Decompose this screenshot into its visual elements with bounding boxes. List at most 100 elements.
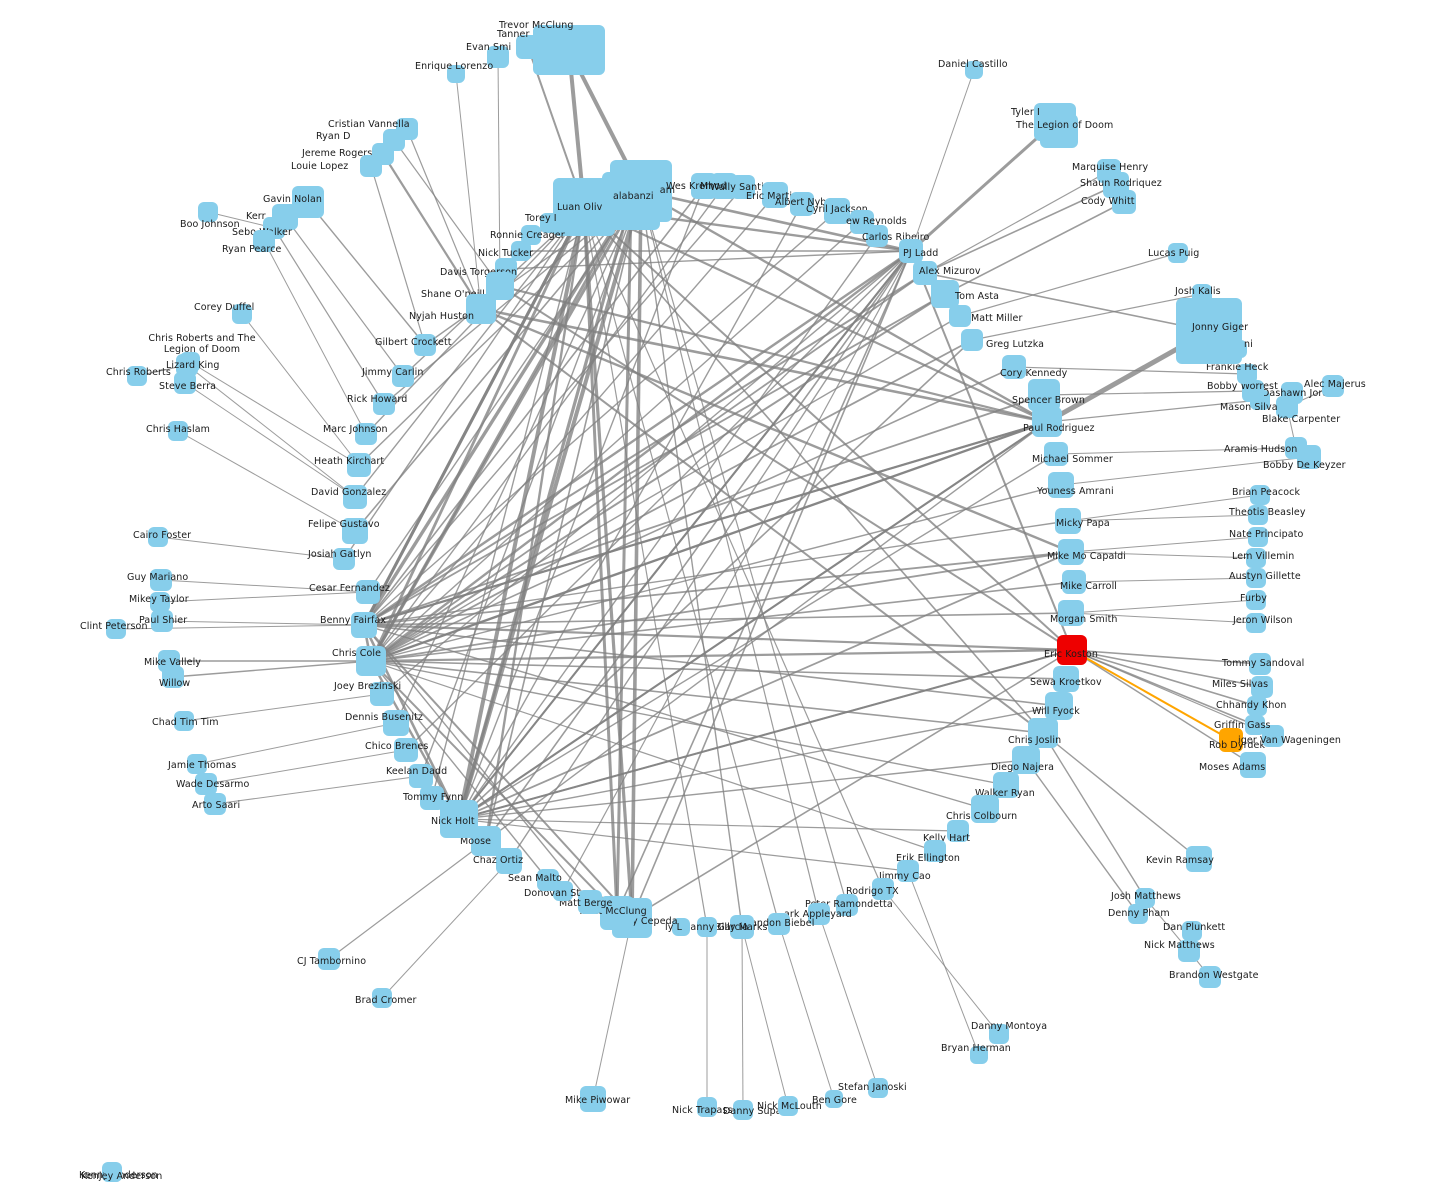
graph-node-legion-of-doom[interactable] bbox=[1040, 114, 1078, 148]
graph-node-chad-tim-tim[interactable] bbox=[174, 711, 194, 731]
graph-node-wally-santiago[interactable] bbox=[731, 175, 755, 199]
graph-node-evan-smith[interactable] bbox=[487, 46, 509, 68]
graph-node-pj-ladd[interactable] bbox=[899, 239, 923, 263]
graph-node-furby[interactable] bbox=[1246, 590, 1266, 610]
graph-node-dennis-busenitz[interactable] bbox=[383, 710, 409, 736]
graph-node-chhandy-khon[interactable] bbox=[1247, 696, 1267, 716]
graph-node-paul-rodriguez[interactable] bbox=[1032, 407, 1062, 437]
graph-node-willow[interactable] bbox=[162, 666, 184, 688]
graph-node-ryan-pearce[interactable] bbox=[253, 230, 275, 252]
graph-node-kenjey-anderson[interactable] bbox=[104, 1164, 122, 1182]
graph-node-aramis-hudson[interactable] bbox=[1285, 437, 1307, 459]
graph-node-mike-mo-capaldi[interactable] bbox=[1058, 539, 1084, 565]
graph-node-ronnie-creager[interactable] bbox=[521, 225, 541, 245]
graph-node-chris-joslin[interactable] bbox=[1028, 718, 1058, 748]
graph-node-spencer-brown[interactable] bbox=[1028, 379, 1060, 411]
graph-node-denny-pham[interactable] bbox=[1128, 904, 1148, 924]
graph-node-tanner[interactable] bbox=[516, 35, 540, 59]
graph-node-steve-berra[interactable] bbox=[174, 372, 196, 394]
graph-node-ben-gore[interactable] bbox=[825, 1090, 843, 1108]
graph-node-peter-ramondetta[interactable] bbox=[836, 894, 858, 916]
graph-node-torey[interactable] bbox=[540, 213, 560, 233]
graph-node-brandon-biebel[interactable] bbox=[768, 913, 790, 935]
graph-node-lizard-king[interactable] bbox=[176, 354, 198, 376]
graph-node-chico-brenes[interactable] bbox=[394, 738, 418, 762]
graph-node-austyn-gillette[interactable] bbox=[1246, 568, 1266, 588]
graph-node-nick-holt[interactable] bbox=[440, 800, 478, 838]
graph-node-dan-plunkett[interactable] bbox=[1182, 921, 1202, 941]
graph-node-danny-supa[interactable] bbox=[733, 1100, 753, 1120]
graph-node-miles-silvas[interactable] bbox=[1251, 676, 1273, 698]
graph-node-felipe-gustavo[interactable] bbox=[342, 518, 368, 544]
graph-node-cj-tambornino[interactable] bbox=[318, 948, 340, 970]
graph-node-greg-lutzka[interactable] bbox=[961, 329, 983, 351]
graph-node-bryan-herman[interactable] bbox=[970, 1046, 988, 1064]
graph-node-mark-appleyard[interactable] bbox=[808, 903, 830, 925]
graph-node-trevor-mcclung[interactable] bbox=[533, 25, 605, 75]
graph-node-chris-roberts[interactable] bbox=[127, 366, 147, 386]
graph-node-paul-shier[interactable] bbox=[151, 610, 173, 632]
graph-node-bobby-worrest[interactable] bbox=[1242, 380, 1264, 402]
graph-node-heath-kirchart[interactable] bbox=[347, 453, 371, 477]
graph-node-nate-principato[interactable] bbox=[1248, 527, 1268, 547]
graph-node-michael-sommer[interactable] bbox=[1044, 442, 1068, 466]
graph-node-chris-haslam[interactable] bbox=[168, 421, 188, 441]
graph-node-brian-peacock[interactable] bbox=[1250, 485, 1270, 505]
graph-node-lucas-puig[interactable] bbox=[1168, 243, 1188, 263]
graph-node-sewa-kroetkov[interactable] bbox=[1053, 666, 1079, 692]
graph-node-dashawn-jordan[interactable] bbox=[1281, 382, 1303, 404]
graph-node-mike-piwowar[interactable] bbox=[580, 1086, 606, 1112]
graph-node-cody-whitt[interactable] bbox=[1112, 190, 1136, 214]
graph-node-jeron-wilson[interactable] bbox=[1246, 613, 1266, 633]
graph-node-stefan-janoski[interactable] bbox=[868, 1078, 888, 1098]
graph-node-jimmy-l[interactable] bbox=[672, 918, 690, 936]
graph-node-sean-malto[interactable] bbox=[537, 869, 559, 891]
graph-node-albert-nyb[interactable] bbox=[790, 192, 814, 216]
graph-node-cesar-fernandez[interactable] bbox=[356, 580, 380, 604]
graph-node-josh-kalis[interactable] bbox=[1192, 284, 1212, 304]
graph-node-joey-brezinski[interactable] bbox=[370, 682, 394, 706]
graph-node-lem-villemin[interactable] bbox=[1246, 548, 1266, 568]
graph-node-trent-mcclung[interactable] bbox=[600, 896, 634, 930]
graph-node-nyjah-huston[interactable] bbox=[466, 294, 496, 324]
graph-node-josh-matthews[interactable] bbox=[1135, 888, 1155, 908]
graph-node-jonny-giger[interactable] bbox=[1176, 298, 1242, 364]
graph-node-marc-johnson[interactable] bbox=[355, 423, 377, 445]
graph-node-eric-martins[interactable] bbox=[762, 182, 788, 208]
graph-node-brandon-westgate[interactable] bbox=[1199, 966, 1221, 988]
graph-node-rick-howard[interactable] bbox=[373, 393, 395, 415]
graph-node-jamie-thomas[interactable] bbox=[187, 754, 207, 774]
graph-node-nick-mclouth[interactable] bbox=[778, 1096, 798, 1116]
graph-node-boo-johnson[interactable] bbox=[198, 202, 218, 222]
graph-node-david-gonzalez[interactable] bbox=[343, 485, 367, 509]
graph-node-kevin-ramsay[interactable] bbox=[1186, 846, 1212, 872]
graph-node-alec-majerus[interactable] bbox=[1322, 375, 1344, 397]
graph-node-josiah-gatlyn[interactable] bbox=[333, 548, 355, 570]
graph-node-walker-ryan[interactable] bbox=[993, 772, 1019, 798]
graph-node-cory-kennedy[interactable] bbox=[1002, 355, 1026, 379]
graph-node-keelan-dadd[interactable] bbox=[409, 764, 433, 788]
graph-node-morgan-smith[interactable] bbox=[1058, 600, 1084, 626]
graph-node-chris-cole[interactable] bbox=[356, 646, 386, 676]
graph-node-griffin-gass[interactable] bbox=[1245, 715, 1265, 735]
graph-node-kelly-hart[interactable] bbox=[947, 820, 969, 842]
graph-node-tommy-sandoval[interactable] bbox=[1249, 653, 1271, 675]
graph-node-brad-cromer[interactable] bbox=[372, 988, 392, 1008]
graph-node-enrique-lorenzo[interactable] bbox=[447, 65, 465, 83]
graph-node-micky-papa[interactable] bbox=[1055, 508, 1081, 534]
graph-node-erik-ellington[interactable] bbox=[924, 840, 946, 862]
graph-node-jimmy-carlin[interactable] bbox=[392, 365, 414, 387]
graph-node-rob-dyrdek[interactable] bbox=[1219, 728, 1243, 752]
graph-node-wade-desarmo[interactable] bbox=[195, 773, 217, 795]
graph-node-guy-mariano[interactable] bbox=[150, 569, 172, 591]
graph-node-theotis-beasley[interactable] bbox=[1248, 505, 1268, 525]
graph-node-billy-marks[interactable] bbox=[730, 915, 754, 939]
graph-node-geiger-van-wageningen[interactable] bbox=[1262, 725, 1284, 747]
graph-node-benny-fairfax[interactable] bbox=[351, 612, 377, 638]
graph-node-louie-lopez[interactable] bbox=[360, 155, 382, 177]
graph-node-nick-trapasso[interactable] bbox=[697, 1097, 717, 1117]
graph-node-kalabanzi[interactable] bbox=[602, 172, 660, 230]
graph-node-rodrigo-tx[interactable] bbox=[872, 878, 894, 900]
graph-node-youness-amrani[interactable] bbox=[1048, 472, 1074, 498]
